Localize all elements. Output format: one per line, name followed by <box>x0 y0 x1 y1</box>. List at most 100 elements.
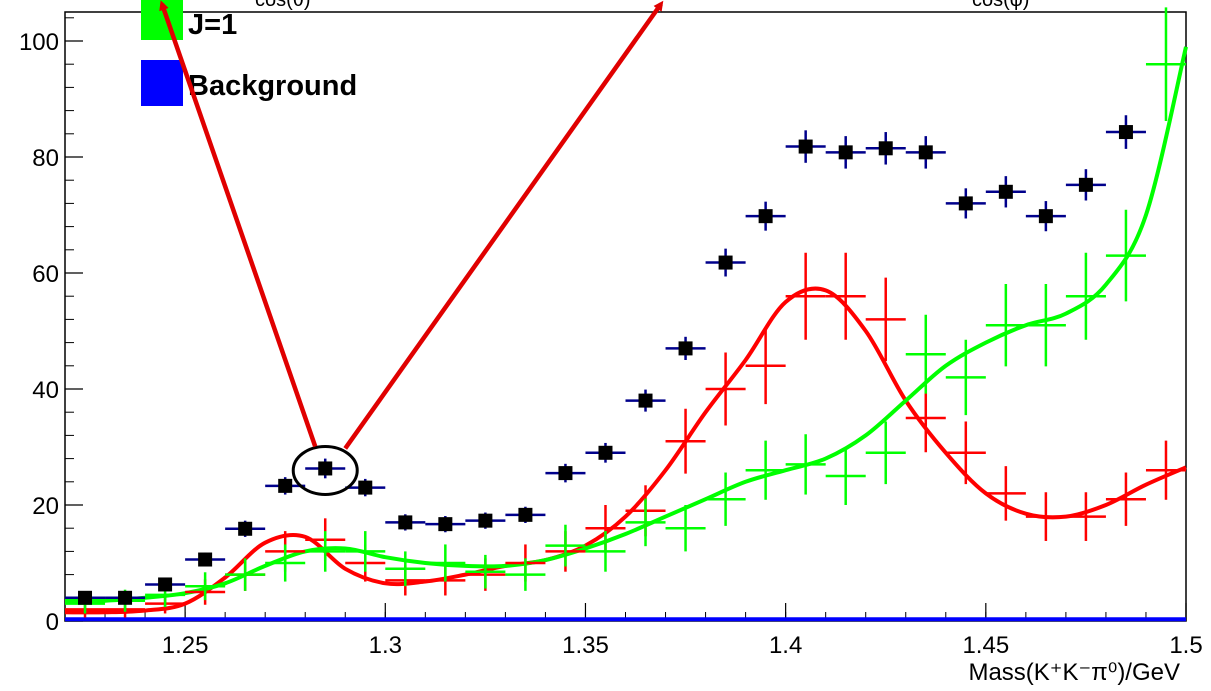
y-tick-label: 60 <box>32 261 59 288</box>
annotations <box>159 0 664 496</box>
y-tick-label: 0 <box>46 609 59 636</box>
data-point-square <box>505 506 546 523</box>
square-marker <box>878 141 893 156</box>
square-marker <box>198 552 213 567</box>
data-point-cross <box>705 472 746 526</box>
square-marker <box>478 513 493 528</box>
data-point-cross <box>425 544 466 582</box>
data-point-cross <box>625 498 666 547</box>
square-marker <box>158 577 173 592</box>
square-marker <box>78 590 93 605</box>
square-marker <box>758 209 773 224</box>
square-marker <box>518 507 533 522</box>
square-marker <box>718 255 733 270</box>
data-point-cross <box>585 531 626 572</box>
data-point-cross <box>785 252 826 340</box>
square-marker <box>318 461 333 476</box>
arrow-to-cos-phi <box>343 0 664 450</box>
data-point-cross <box>865 421 906 485</box>
data-point-cross <box>1065 252 1106 340</box>
data-point-cross <box>305 531 346 572</box>
data-point-cross <box>985 284 1026 367</box>
square-marker <box>1118 125 1133 140</box>
data-point-cross <box>825 447 866 505</box>
legend-label-j1: J=1 <box>188 9 237 41</box>
square-marker <box>998 184 1013 199</box>
data-point-cross <box>505 558 546 591</box>
data-point-square <box>1025 201 1066 232</box>
square-marker <box>118 590 133 605</box>
data-point-cross <box>1145 440 1186 500</box>
data-point-cross <box>825 252 866 340</box>
legend: J=1 Background cos(θ) cos(φ) <box>141 0 1029 106</box>
data-point-square <box>145 577 186 592</box>
square-marker <box>678 341 693 356</box>
data-point-square <box>865 132 906 165</box>
square-marker <box>1078 177 1093 192</box>
x-tick-label: 1.5 <box>1169 632 1202 659</box>
legend-label-background: Background <box>188 70 357 102</box>
data-point-cross <box>1105 209 1146 302</box>
legend-swatch-background <box>141 60 183 106</box>
square-marker <box>278 478 293 493</box>
data-point-square <box>665 336 706 360</box>
data-point-square <box>905 136 946 169</box>
data-point-cross <box>545 524 586 567</box>
data-point-cross <box>1025 492 1066 541</box>
data-point-square <box>785 130 826 163</box>
data-point-cross <box>1065 492 1106 541</box>
data-point-square <box>105 590 146 605</box>
square-marker <box>918 145 933 160</box>
data-point-cross <box>385 551 426 587</box>
data-point-cross <box>1145 7 1186 122</box>
x-tick-label: 1.45 <box>962 632 1009 659</box>
data-point-square <box>545 463 586 483</box>
data-point-cross <box>865 277 906 362</box>
data-point-square <box>345 478 386 497</box>
square-marker <box>398 515 413 530</box>
data-point-cross <box>665 408 706 474</box>
square-marker <box>638 393 653 408</box>
data-point-square <box>825 136 866 169</box>
data-point-cross <box>185 572 226 601</box>
square-marker <box>958 196 973 211</box>
data-point-square <box>1065 169 1106 201</box>
data-point-cross <box>225 558 266 591</box>
data-point-cross <box>745 440 786 500</box>
x-tick-label: 1.4 <box>769 632 802 659</box>
x-tick-label: 1.25 <box>162 632 209 659</box>
y-tick-label: 80 <box>32 145 59 172</box>
y-tick-label: 20 <box>32 493 59 520</box>
data-point-cross <box>985 466 1026 521</box>
data-point-cross <box>905 383 946 453</box>
data-point-cross <box>905 314 946 394</box>
data-point-square <box>705 248 746 277</box>
data-point-cross <box>1105 472 1146 526</box>
data-point-cross <box>665 505 706 552</box>
data-series <box>64 7 1188 622</box>
data-point-square <box>305 458 346 479</box>
data-point-cross <box>265 544 306 582</box>
highlight-circle <box>291 444 359 496</box>
top-label-theta: cos(θ) <box>255 0 311 11</box>
y-tick-label: 40 <box>32 377 59 404</box>
data-point-square <box>465 512 506 529</box>
square-marker <box>598 445 613 460</box>
x-tick-label: 1.3 <box>369 632 402 659</box>
y-tick-label: 100 <box>19 29 59 56</box>
data-point-cross <box>785 434 826 495</box>
data-point-square <box>745 201 786 231</box>
data-point-square <box>225 520 266 537</box>
x-tick-label: 1.35 <box>562 632 609 659</box>
square-marker <box>798 139 813 154</box>
data-point-cross <box>745 327 786 405</box>
data-point-square <box>585 442 626 463</box>
data-point-square <box>185 552 226 567</box>
data-point-square <box>425 516 466 533</box>
data-point-square <box>625 389 666 412</box>
data-point-square <box>1105 115 1146 149</box>
square-marker <box>558 466 573 481</box>
data-point-cross <box>465 554 506 589</box>
data-point-cross <box>945 339 986 416</box>
